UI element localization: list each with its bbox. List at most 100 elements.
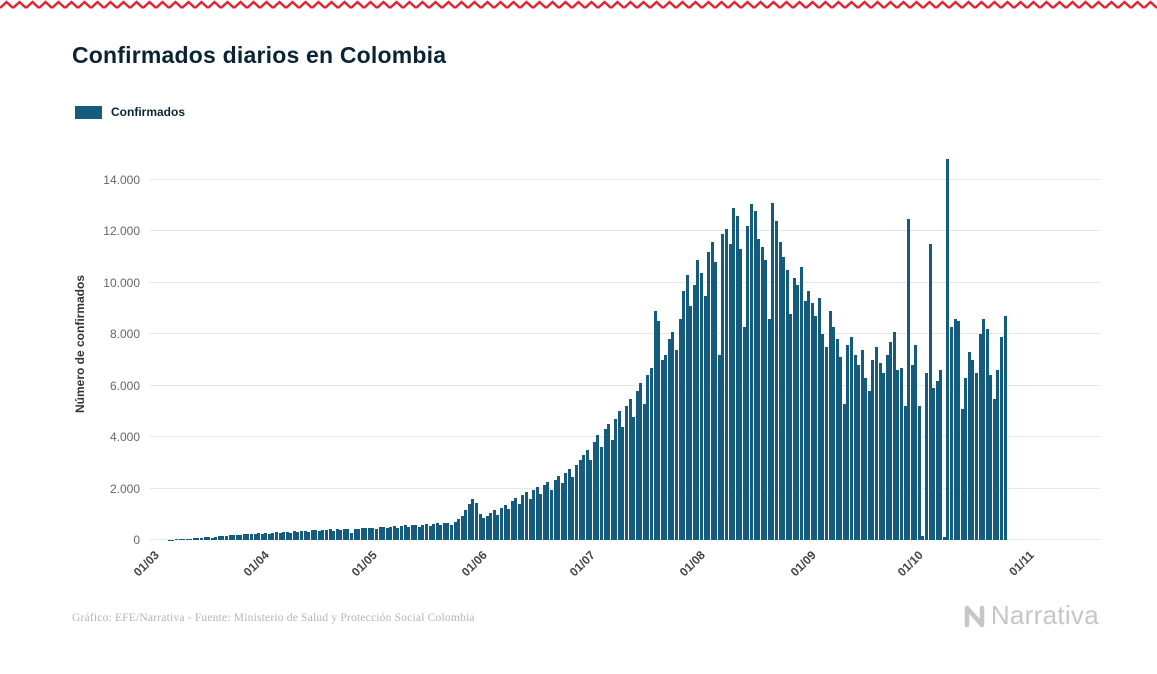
bar — [532, 489, 536, 540]
bar — [442, 523, 446, 540]
bar — [650, 367, 654, 540]
bar — [803, 300, 807, 540]
narrativa-logo-text: Narrativa — [990, 600, 1099, 630]
bar — [332, 530, 336, 540]
bar — [710, 241, 714, 540]
y-tick-label: 10.000 — [103, 275, 140, 290]
bar — [228, 535, 232, 540]
bar — [367, 528, 371, 540]
bar — [542, 484, 546, 540]
bar — [917, 406, 921, 540]
bar — [250, 534, 254, 540]
bar — [867, 390, 871, 540]
bar — [446, 522, 450, 540]
bar — [557, 475, 561, 540]
bar — [260, 533, 264, 540]
bar — [639, 383, 643, 540]
bar — [289, 532, 293, 540]
bar — [603, 429, 607, 540]
bar — [871, 360, 875, 540]
x-tick-label: 01/10 — [894, 548, 926, 580]
bar — [396, 527, 400, 540]
bar — [435, 523, 439, 540]
bar — [285, 531, 289, 540]
bar — [896, 370, 900, 540]
x-tick-label: 01/03 — [130, 548, 162, 580]
x-tick-label: 01/08 — [676, 548, 709, 580]
decorative-zigzag-border — [0, 0, 1157, 10]
bar — [739, 249, 743, 540]
bar — [196, 537, 200, 540]
bar — [535, 487, 539, 540]
y-tick-label: 12.000 — [103, 224, 140, 239]
bar — [657, 321, 661, 540]
bar — [275, 532, 279, 540]
bar — [853, 354, 857, 540]
bar — [182, 538, 186, 540]
x-tick-label: 01/09 — [787, 548, 819, 580]
y-tick-label: 14.000 — [103, 173, 140, 187]
bar — [1000, 336, 1004, 540]
bar — [928, 244, 932, 540]
bar — [225, 536, 229, 540]
bar — [757, 239, 761, 540]
bar — [539, 493, 543, 540]
bar — [907, 219, 911, 540]
bar — [478, 514, 482, 540]
bar — [646, 375, 650, 540]
bar — [300, 530, 304, 540]
bar — [939, 370, 943, 540]
bar — [971, 360, 975, 540]
y-tick-label: 0 — [133, 533, 140, 547]
bar — [850, 336, 854, 540]
bar — [335, 529, 339, 540]
bar — [814, 316, 818, 540]
x-tick-label: 01/04 — [241, 548, 273, 580]
bar — [546, 482, 550, 540]
bar — [492, 510, 496, 540]
bar — [296, 531, 300, 540]
bar — [778, 241, 782, 540]
bar — [692, 285, 696, 540]
bar — [189, 539, 193, 540]
y-tick-label: 8.000 — [109, 327, 140, 342]
bar — [732, 208, 736, 540]
bar — [771, 203, 775, 540]
bar — [582, 455, 586, 540]
bar — [817, 298, 821, 540]
bar — [839, 357, 843, 540]
bar — [978, 334, 982, 540]
bar — [760, 246, 764, 540]
bar — [592, 442, 596, 540]
bar — [428, 525, 432, 540]
bar — [889, 342, 893, 540]
bar — [450, 524, 454, 540]
bar — [828, 311, 832, 540]
bar — [925, 372, 929, 540]
bar — [257, 533, 261, 540]
bar — [417, 526, 421, 540]
legend-item-confirmados[interactable]: Confirmados — [75, 105, 185, 119]
bar — [407, 527, 411, 540]
narrativa-logo: Narrativa — [963, 600, 1099, 631]
bar — [950, 326, 954, 540]
bar — [517, 504, 521, 540]
bar — [596, 434, 600, 540]
bar — [175, 539, 179, 540]
bar — [685, 275, 689, 540]
bar — [460, 515, 464, 540]
bar — [525, 492, 529, 540]
bar — [467, 504, 471, 540]
bar — [785, 270, 789, 540]
bar — [214, 536, 218, 540]
bar — [914, 344, 918, 540]
bar — [671, 331, 675, 540]
bar — [325, 530, 329, 540]
bar — [425, 524, 429, 540]
bar — [653, 311, 657, 540]
chart-title: Confirmados diarios en Colombia — [72, 42, 447, 68]
bar — [882, 372, 886, 540]
bar — [378, 527, 382, 540]
bar — [903, 406, 907, 540]
